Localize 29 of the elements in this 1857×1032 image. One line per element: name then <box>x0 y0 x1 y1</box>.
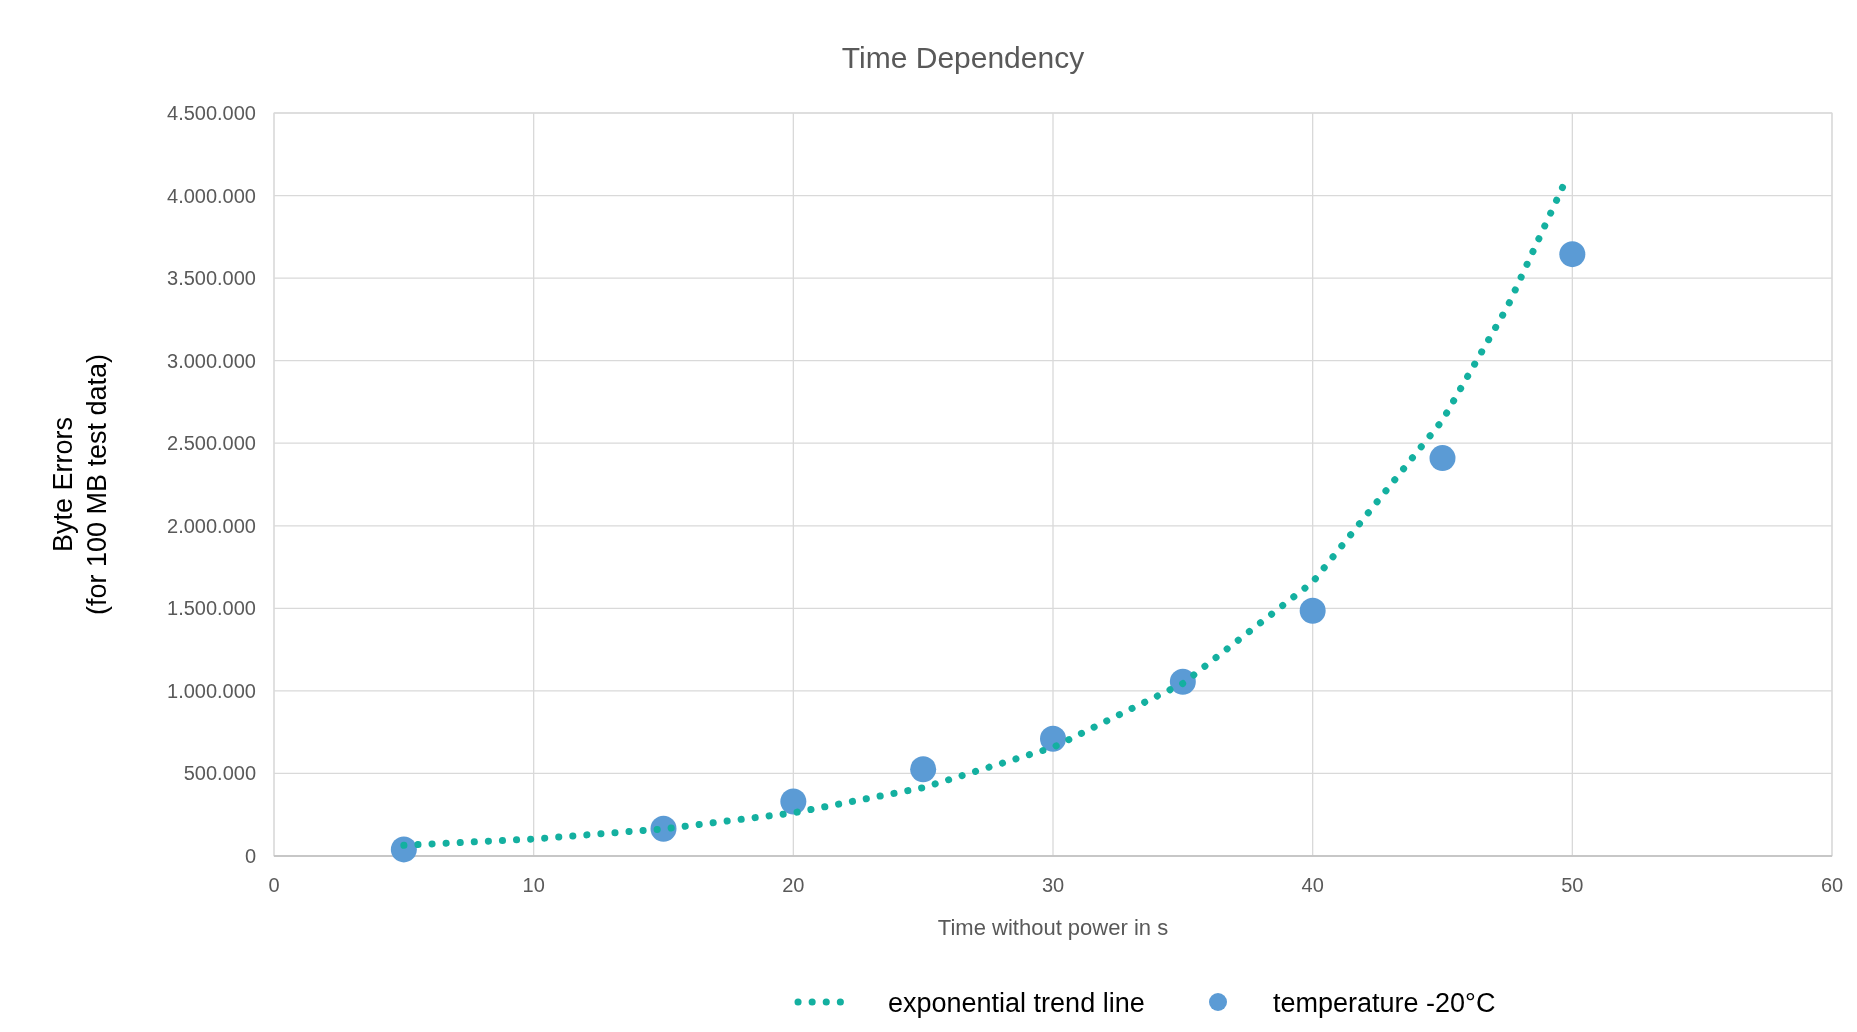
y-tick-label: 3.500.000 <box>167 267 256 290</box>
legend-label: temperature -20°C <box>1273 988 1496 1018</box>
point <box>1040 725 1066 752</box>
x-tick-label: 0 <box>268 874 280 896</box>
legend-label: exponential trend line <box>888 988 1145 1018</box>
x-tick-label: 50 <box>1561 874 1584 896</box>
y-tick-label: 2.000.000 <box>167 514 256 537</box>
y-tick-label: 1.500.000 <box>167 597 256 620</box>
chart-title: Time Dependency <box>841 41 1085 74</box>
point <box>1299 597 1326 624</box>
point <box>1429 445 1456 472</box>
y-tick-label: 4.000.000 <box>167 184 256 207</box>
y-tick-label: 3.000.000 <box>167 349 256 372</box>
x-tick-label: 40 <box>1301 874 1324 896</box>
y-tick-label: 2.500.000 <box>167 432 256 455</box>
y-tick-label: 0 <box>244 845 256 867</box>
x-tick-label: 10 <box>522 874 545 896</box>
x-tick-label: 60 <box>1820 874 1844 896</box>
point <box>910 756 937 783</box>
x-tick-label: 20 <box>782 874 805 896</box>
y-tick-label: 4.500.000 <box>167 102 256 124</box>
point <box>780 788 807 815</box>
y-axis-title: Byte Errors (for 100 MB test data) <box>48 353 112 616</box>
point <box>390 836 417 863</box>
x-axis-title: Time without power in s <box>937 915 1169 940</box>
y-tick-label: 500.000 <box>183 762 256 785</box>
y-tick-label: 1.000.000 <box>167 679 256 702</box>
point <box>1559 241 1586 268</box>
x-tick-label: 30 <box>1041 874 1065 896</box>
